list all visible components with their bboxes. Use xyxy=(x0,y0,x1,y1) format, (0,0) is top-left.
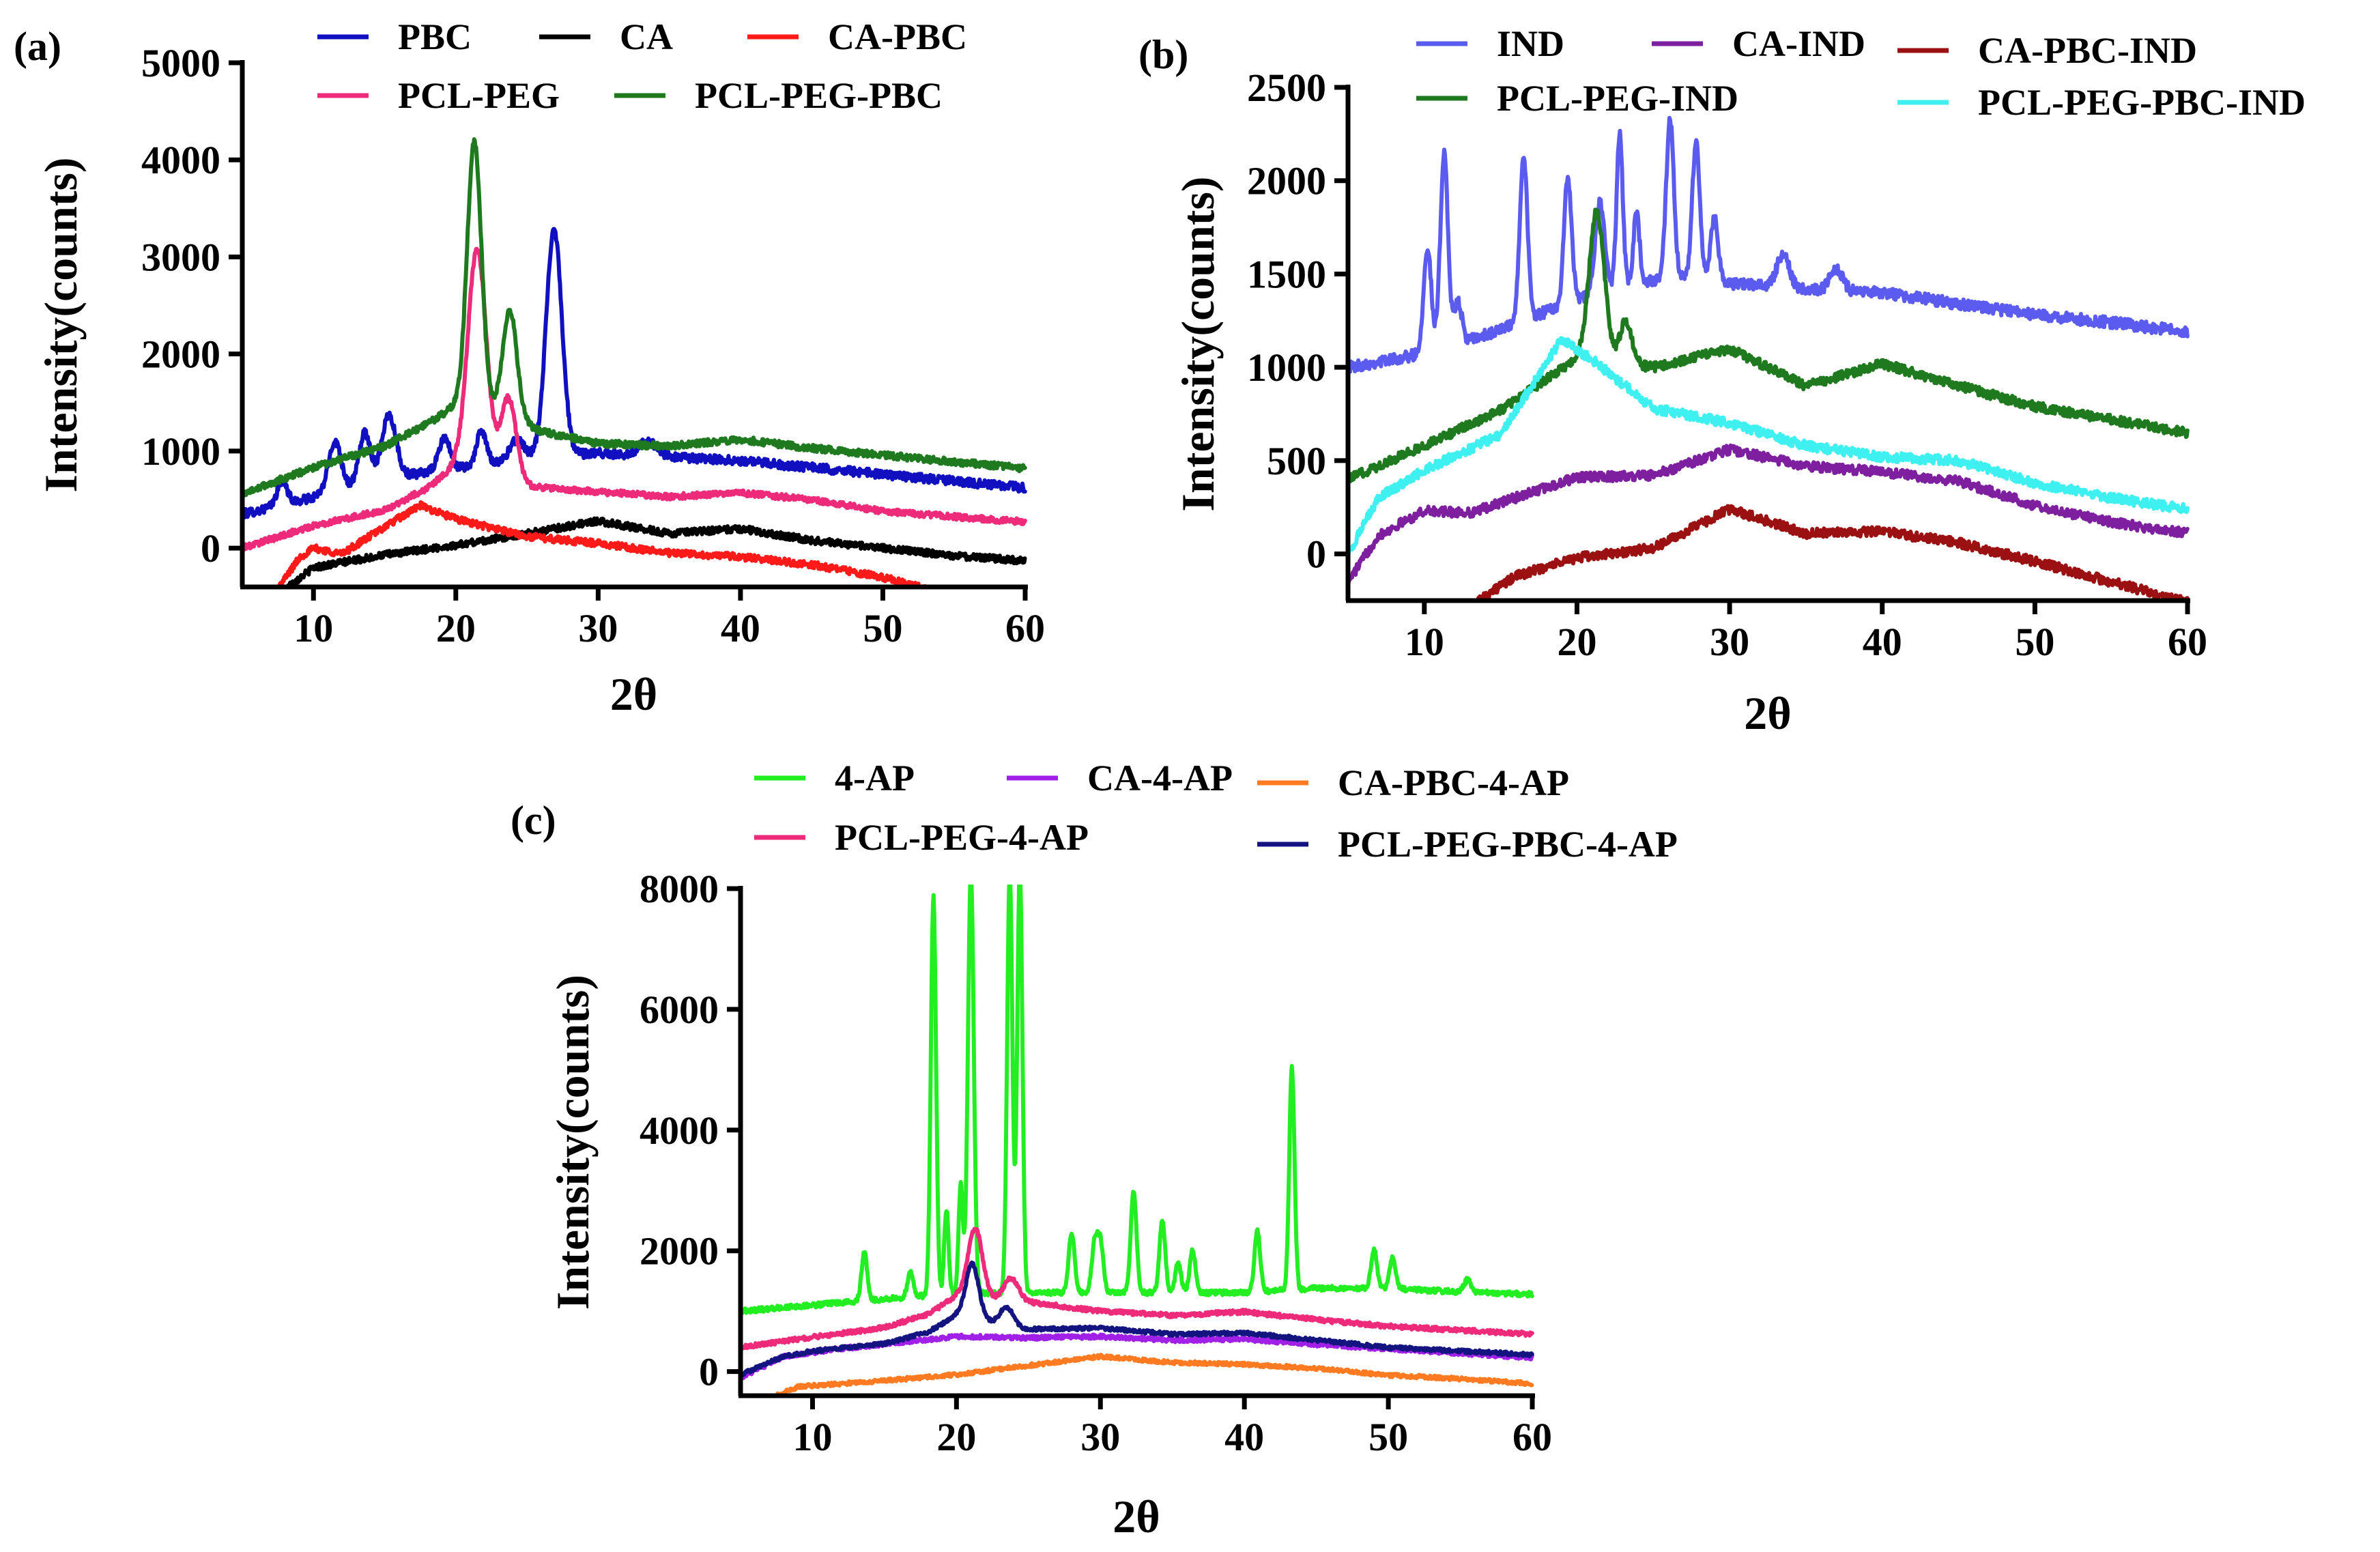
series-ca-pbc-line xyxy=(277,500,927,586)
series-pcl-peg-pbc-ind-line xyxy=(1348,336,2190,560)
panel-label: (b) xyxy=(1138,32,1188,77)
legend-label: PCL-PEG-PBC-4-AP xyxy=(1338,824,1678,865)
x-tick-label: 20 xyxy=(936,1415,976,1459)
y-tick-label: 1000 xyxy=(141,429,220,474)
panel-b: 10 20 30 40 50 60 0 500 1000 1500 2000 2500 2θ Intens… xyxy=(1138,23,2306,739)
x-tick-label: 50 xyxy=(1368,1415,1408,1459)
y-tick-label: 0 xyxy=(201,526,220,571)
series-pbc-line xyxy=(242,227,1027,520)
legend-label: 4-AP xyxy=(835,758,915,799)
y-tick-label: 8000 xyxy=(640,867,719,911)
x-tick-label: 40 xyxy=(1863,620,1902,664)
legend-item-pbc: PBC xyxy=(317,16,472,57)
legend-label: PCL-PEG xyxy=(398,75,560,116)
series-pcl-peg-ind-line xyxy=(1348,207,2190,486)
legend-item-pcl-peg-4-ap: PCL-PEG-4-AP xyxy=(754,817,1089,858)
y-axis-title: Intensity(counts) xyxy=(35,157,87,492)
series-pcl-peg-4-ap-line xyxy=(741,1226,1534,1351)
series-ca-line xyxy=(284,516,1027,586)
y-axis-title: Intensity(counts) xyxy=(1172,176,1224,511)
legend-label: CA xyxy=(620,16,673,57)
x-tick-label: 60 xyxy=(1005,606,1045,650)
x-tick-label: 10 xyxy=(792,1415,832,1459)
legend-item-pcl-peg: PCL-PEG xyxy=(317,75,560,116)
legend-item-ind: IND xyxy=(1416,23,1564,64)
x-tick-label: 30 xyxy=(578,606,618,650)
legend-item-ca-ind: CA-IND xyxy=(1652,23,1865,64)
y-tick-label: 0 xyxy=(1306,532,1326,577)
series-group xyxy=(242,137,1027,586)
series-pcl-peg-pbc-4-ap-line xyxy=(741,1260,1534,1378)
series-4-ap-line xyxy=(741,885,1534,1315)
x-axis-title: 2θ xyxy=(610,668,658,720)
y-tick-label: 3000 xyxy=(141,235,220,279)
legend-label: CA-IND xyxy=(1732,23,1865,64)
x-tick-label: 10 xyxy=(293,606,333,650)
legend-item-4-ap: 4-AP xyxy=(754,758,915,799)
x-axis-title: 2θ xyxy=(1113,1491,1160,1542)
y-tick-label: 0 xyxy=(699,1350,719,1394)
x-tick-label: 50 xyxy=(863,606,902,650)
legend-label: PCL-PEG-PBC xyxy=(695,75,943,116)
y-tick-label: 1500 xyxy=(1247,252,1326,296)
x-tick-label: 10 xyxy=(1405,620,1444,664)
series-ca-pbc-ind-line xyxy=(1476,504,2190,599)
legend-label: CA-PBC xyxy=(828,16,967,57)
legend-label: PCL-PEG-IND xyxy=(1497,78,1738,119)
y-tick-label: 4000 xyxy=(141,138,220,182)
x-tick-label: 20 xyxy=(1557,620,1596,664)
legend-label: PCL-PEG-4-AP xyxy=(835,817,1089,858)
series-pcl-peg-line xyxy=(242,246,1027,552)
y-tick-label: 2000 xyxy=(141,332,220,377)
legend-label: PBC xyxy=(398,16,472,57)
y-tick-label: 500 xyxy=(1267,439,1326,483)
y-tick-label: 2500 xyxy=(1247,66,1326,110)
legend-label: PCL-PEG-PBC-IND xyxy=(1978,82,2306,123)
x-tick-label: 20 xyxy=(436,606,476,650)
y-tick-label: 6000 xyxy=(640,988,719,1032)
panel-label: (c) xyxy=(511,798,556,843)
legend-item-pcl-peg-pbc-ind: PCL-PEG-PBC-IND xyxy=(1897,82,2306,123)
x-tick-label: 60 xyxy=(2168,620,2207,664)
series-ca-ind-line xyxy=(1348,443,2190,588)
series-pcl-peg-pbc-line xyxy=(242,137,1027,498)
x-tick-label: 40 xyxy=(721,606,760,650)
x-tick-label: 60 xyxy=(1512,1415,1552,1459)
panel-a: 10 20 30 40 50 60 0 1000 2000 3000 4000 5000 2θ Inten… xyxy=(14,16,1045,720)
y-tick-label: 4000 xyxy=(640,1108,719,1153)
legend-item-ca-pbc-4-ap: CA-PBC-4-AP xyxy=(1257,762,1569,803)
legend-item-ca: CA xyxy=(539,16,673,57)
series-group xyxy=(741,885,1534,1394)
x-axis-title: 2θ xyxy=(1744,687,1792,739)
legend-label: IND xyxy=(1497,23,1564,64)
y-tick-label: 2000 xyxy=(1247,159,1326,203)
x-tick-label: 30 xyxy=(1080,1415,1120,1459)
series-ca-pbc-4-ap-line xyxy=(772,1353,1534,1394)
legend-item-pcl-peg-pbc-4-ap: PCL-PEG-PBC-4-AP xyxy=(1257,824,1678,865)
x-tick-label: 30 xyxy=(1710,620,1749,664)
legend-item-ca-pbc-ind: CA-PBC-IND xyxy=(1897,30,2197,71)
legend-item-ca-pbc: CA-PBC xyxy=(747,16,967,57)
x-tick-label: 40 xyxy=(1224,1415,1264,1459)
series-ind-line xyxy=(1348,115,2190,375)
panel-c: 10 20 30 40 50 60 0 2000 4000 6000 8000 2θ Intensity… xyxy=(511,758,1678,1542)
x-tick-label: 50 xyxy=(2015,620,2054,664)
legend-label: CA-4-AP xyxy=(1087,758,1233,799)
legend-item-pcl-peg-ind: PCL-PEG-IND xyxy=(1416,78,1738,119)
legend-label: CA-PBC-4-AP xyxy=(1338,762,1569,803)
y-axis-title: Intensity(counts) xyxy=(547,975,599,1310)
y-tick-label: 1000 xyxy=(1247,345,1326,390)
legend-label: CA-PBC-IND xyxy=(1978,30,2197,71)
y-tick-label: 5000 xyxy=(141,41,220,85)
panel-label: (a) xyxy=(14,24,61,69)
legend-item-ca-4-ap: CA-4-AP xyxy=(1007,758,1233,799)
legend-item-pcl-peg-pbc: PCL-PEG-PBC xyxy=(614,75,943,116)
y-tick-label: 2000 xyxy=(640,1229,719,1274)
series-group xyxy=(1348,115,2190,599)
